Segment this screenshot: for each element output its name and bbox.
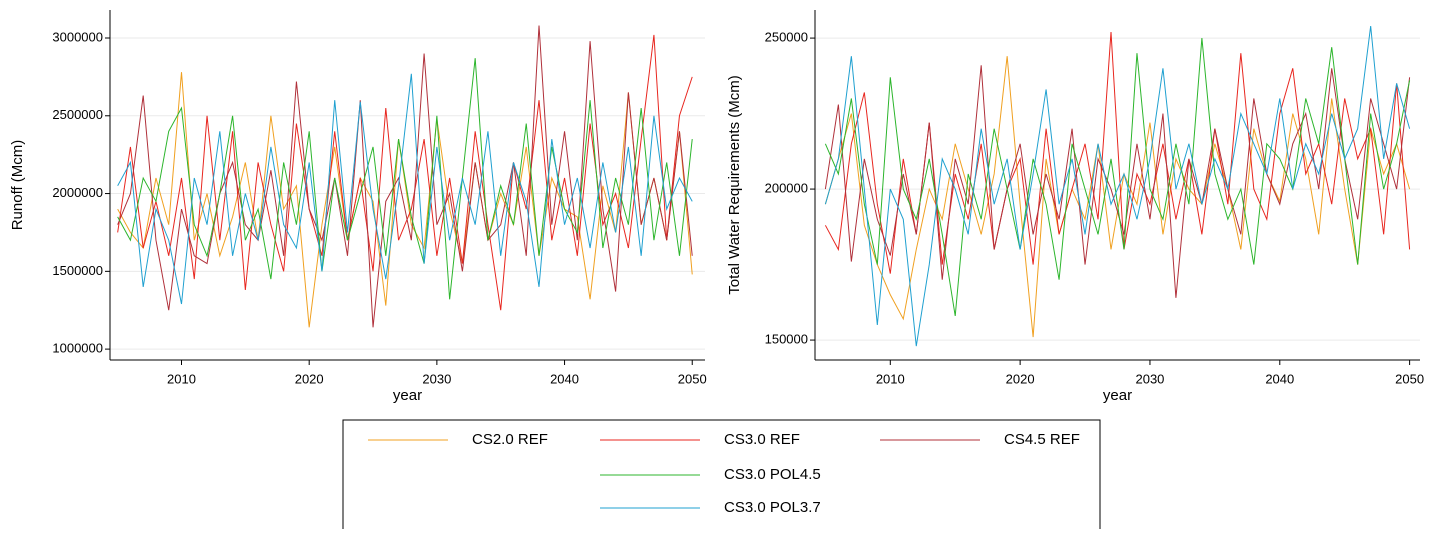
y-tick-label: 200000 — [765, 181, 808, 196]
x-tick-label: 2050 — [678, 371, 707, 386]
legend-box — [342, 419, 1101, 533]
series-line — [117, 72, 693, 328]
series-line — [117, 34, 693, 311]
legend-label: CS3.0 POL4.5 — [724, 466, 821, 483]
x-tick-label: 2040 — [550, 371, 579, 386]
series-line — [117, 73, 693, 305]
legend-label: CS3.0 REF — [724, 431, 800, 448]
x-axis-label: year — [1103, 387, 1132, 404]
series-line — [117, 25, 693, 328]
y-tick-label: 1500000 — [52, 263, 103, 278]
y-tick-label: 3000000 — [52, 29, 103, 44]
series-line — [824, 25, 1411, 347]
legend-label: CS4.5 REF — [1004, 431, 1080, 448]
x-tick-label: 2020 — [295, 371, 324, 386]
y-axis-label: Runoff (Mcm) — [9, 140, 26, 231]
y-tick-label: 250000 — [765, 30, 808, 45]
x-tick-label: 2050 — [1395, 371, 1424, 386]
x-axis-label: year — [393, 387, 422, 404]
legend-label: CS3.0 POL3.7 — [724, 499, 821, 516]
legend-label: CS2.0 REF — [472, 431, 548, 448]
series-line — [824, 56, 1411, 338]
y-tick-label: 1000000 — [52, 341, 103, 356]
x-tick-label: 2010 — [876, 371, 905, 386]
x-tick-label: 2010 — [167, 371, 196, 386]
x-tick-label: 2020 — [1006, 371, 1035, 386]
x-tick-label: 2030 — [1135, 371, 1164, 386]
y-tick-label: 2500000 — [52, 107, 103, 122]
x-tick-label: 2040 — [1265, 371, 1294, 386]
y-tick-label: 2000000 — [52, 185, 103, 200]
series-line — [824, 65, 1411, 298]
x-tick-label: 2030 — [422, 371, 451, 386]
y-tick-label: 150000 — [765, 332, 808, 347]
series-line — [117, 58, 693, 300]
series-line — [824, 32, 1411, 274]
y-axis-label: Total Water Requirements (Mcm) — [726, 75, 743, 295]
series-line — [824, 38, 1411, 316]
